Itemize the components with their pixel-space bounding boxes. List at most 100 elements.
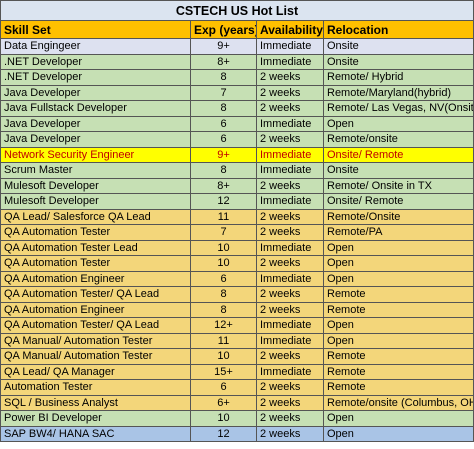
- relocation-cell: Remote: [322, 363, 474, 380]
- relocation-cell: Onsite/ Remote: [322, 193, 474, 210]
- relocation-cell: Open: [322, 332, 474, 349]
- relocation-cell: Remote/ Onsite in TX: [322, 177, 474, 194]
- availability-cell: 2 weeks: [256, 255, 324, 272]
- exp-cell: 8: [190, 69, 257, 86]
- skill-cell: Data Engingeer: [0, 38, 191, 55]
- skill-cell: .NET Developer: [0, 69, 191, 86]
- availability-cell: 2 weeks: [256, 84, 324, 101]
- table-row: SAP BW4/ HANA SAC 12 2 weeks Open: [0, 425, 474, 442]
- exp-cell: 9+: [190, 146, 257, 163]
- relocation-cell: Remote/Onsite: [322, 208, 474, 225]
- skill-cell: QA Lead/ Salesforce QA Lead: [0, 208, 191, 225]
- table-row: Java Developer 6 2 weeks Remote/onsite: [0, 131, 474, 148]
- table-row: Java Developer 7 2 weeks Remote/Maryland(hy…: [0, 84, 474, 101]
- table-row: .NET Developer 8 2 weeks Remote/ Hybrid: [0, 69, 474, 86]
- availability-cell: 2 weeks: [256, 131, 324, 148]
- skill-cell: QA Automation Tester: [0, 224, 191, 241]
- header-exp-years: Exp (years): [190, 20, 257, 39]
- skill-cell: Mulesoft Developer: [0, 177, 191, 194]
- relocation-cell: Open: [322, 255, 474, 272]
- skill-cell: SQL / Business Analyst: [0, 394, 191, 411]
- exp-cell: 9+: [190, 38, 257, 55]
- exp-cell: 8+: [190, 53, 257, 70]
- relocation-cell: Remote: [322, 301, 474, 318]
- skill-cell: Java Fullstack Developer: [0, 100, 191, 117]
- availability-cell: 2 weeks: [256, 425, 324, 442]
- table-row: QA Automation Tester Lead 10 Immediate Open: [0, 239, 474, 256]
- table-row: QA Automation Engineer 8 2 weeks Remote: [0, 301, 474, 318]
- exp-cell: 11: [190, 332, 257, 349]
- table-row: QA Manual/ Automation Tester 11 Immediate O…: [0, 332, 474, 349]
- exp-cell: 12+: [190, 317, 257, 334]
- availability-cell: Immediate: [256, 239, 324, 256]
- availability-cell: 2 weeks: [256, 100, 324, 117]
- table-row: SQL / Business Analyst 6+ 2 weeks Remote/on…: [0, 394, 474, 411]
- table-row: Power BI Developer 10 2 weeks Open: [0, 410, 474, 427]
- relocation-cell: Onsite/ Remote: [322, 146, 474, 163]
- skill-cell: QA Automation Engineer: [0, 270, 191, 287]
- availability-cell: Immediate: [256, 363, 324, 380]
- table-body: Data Engingeer 9+ Immediate Onsite .NET Deve…: [0, 38, 474, 442]
- relocation-cell: Open: [322, 317, 474, 334]
- relocation-cell: Onsite: [322, 162, 474, 179]
- skill-cell: .NET Developer: [0, 53, 191, 70]
- availability-cell: 2 weeks: [256, 379, 324, 396]
- exp-cell: 6: [190, 115, 257, 132]
- availability-cell: 2 weeks: [256, 410, 324, 427]
- availability-cell: Immediate: [256, 317, 324, 334]
- availability-cell: Immediate: [256, 146, 324, 163]
- header-row: Skill Set Exp (years) Availability Reloc…: [0, 20, 474, 39]
- table-row: QA Manual/ Automation Tester 10 2 weeks Rem…: [0, 348, 474, 365]
- table-row: QA Lead/ QA Manager 15+ Immediate Remote: [0, 363, 474, 380]
- header-relocation: Relocation: [322, 20, 474, 39]
- exp-cell: 7: [190, 84, 257, 101]
- skill-cell: Java Developer: [0, 84, 191, 101]
- table-row: Data Engingeer 9+ Immediate Onsite: [0, 38, 474, 55]
- relocation-cell: Remote: [322, 379, 474, 396]
- skill-cell: Java Developer: [0, 131, 191, 148]
- availability-cell: Immediate: [256, 270, 324, 287]
- exp-cell: 8: [190, 100, 257, 117]
- skill-cell: Automation Tester: [0, 379, 191, 396]
- table-row: Network Security Engineer 9+ Immediate Onsi…: [0, 146, 474, 163]
- relocation-cell: Remote/onsite (Columbus, OH): [322, 394, 474, 411]
- table-row: Java Developer 6 Immediate Open: [0, 115, 474, 132]
- table-row: Java Fullstack Developer 8 2 weeks Remote/ …: [0, 100, 474, 117]
- exp-cell: 12: [190, 425, 257, 442]
- table-row: QA Automation Tester 10 2 weeks Open: [0, 255, 474, 272]
- availability-cell: 2 weeks: [256, 69, 324, 86]
- exp-cell: 7: [190, 224, 257, 241]
- availability-cell: 2 weeks: [256, 286, 324, 303]
- exp-cell: 6+: [190, 394, 257, 411]
- exp-cell: 15+: [190, 363, 257, 380]
- availability-cell: 2 weeks: [256, 301, 324, 318]
- table-row: QA Automation Tester/ QA Lead 12+ Immediat…: [0, 317, 474, 334]
- table-row: QA Automation Engineer 6 Immediate Open: [0, 270, 474, 287]
- table-row: QA Automation Tester/ QA Lead 8 2 weeks Rem…: [0, 286, 474, 303]
- availability-cell: Immediate: [256, 332, 324, 349]
- availability-cell: Immediate: [256, 53, 324, 70]
- availability-cell: Immediate: [256, 193, 324, 210]
- skill-cell: Network Security Engineer: [0, 146, 191, 163]
- title-row: CSTECH US Hot List: [0, 0, 474, 21]
- skill-cell: Scrum Master: [0, 162, 191, 179]
- table-row: Mulesoft Developer 8+ 2 weeks Remote/ Onsit…: [0, 177, 474, 194]
- relocation-cell: Remote/onsite: [322, 131, 474, 148]
- relocation-cell: Onsite: [322, 38, 474, 55]
- exp-cell: 10: [190, 410, 257, 427]
- table-row: QA Lead/ Salesforce QA Lead 11 2 weeks Remo…: [0, 208, 474, 225]
- skill-cell: QA Automation Tester/ QA Lead: [0, 317, 191, 334]
- availability-cell: 2 weeks: [256, 224, 324, 241]
- relocation-cell: Remote/PA: [322, 224, 474, 241]
- exp-cell: 8: [190, 286, 257, 303]
- exp-cell: 10: [190, 255, 257, 272]
- sheet-title: CSTECH US Hot List: [0, 0, 474, 21]
- exp-cell: 6: [190, 270, 257, 287]
- exp-cell: 11: [190, 208, 257, 225]
- skill-cell: QA Automation Tester: [0, 255, 191, 272]
- table-row: Mulesoft Developer 12 Immediate Onsite/ Rem…: [0, 193, 474, 210]
- availability-cell: 2 weeks: [256, 208, 324, 225]
- table-row: .NET Developer 8+ Immediate Onsite: [0, 53, 474, 70]
- table-row: Automation Tester 6 2 weeks Remote: [0, 379, 474, 396]
